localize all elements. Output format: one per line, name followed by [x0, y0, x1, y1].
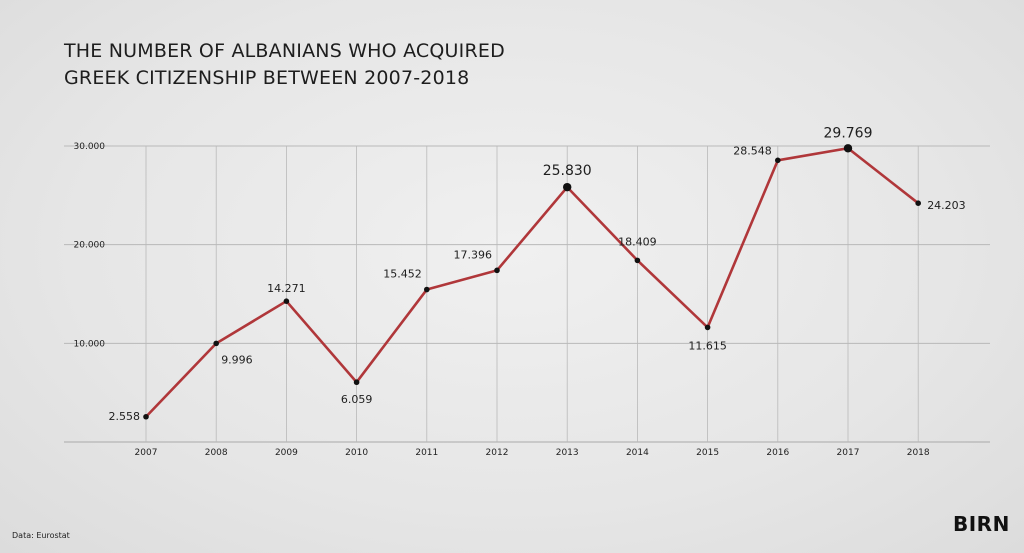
data-label: 2.558 — [109, 410, 141, 423]
x-tick-label: 2015 — [696, 448, 719, 458]
data-label: 28.548 — [733, 144, 772, 157]
data-label: 24.203 — [927, 199, 966, 212]
x-tick-label: 2013 — [556, 448, 579, 458]
data-label: 17.396 — [454, 248, 493, 261]
chart-title-line-1: THE NUMBER OF ALBANIANS WHO ACQUIRED — [64, 40, 505, 62]
data-point — [704, 324, 711, 331]
y-axis-labels: 10.000 20.000 30.000 — [74, 142, 106, 349]
x-tick-label: 2012 — [486, 448, 509, 458]
data-point — [143, 413, 149, 420]
x-tick-label: 2017 — [837, 448, 860, 458]
data-point — [563, 182, 572, 192]
data-point — [283, 298, 290, 304]
y-tick-label: 30.000 — [74, 142, 106, 152]
data-point — [213, 340, 219, 347]
series-line — [145, 146, 920, 418]
data-point — [843, 144, 853, 153]
data-point — [494, 267, 500, 274]
data-point — [915, 200, 921, 206]
x-tick-label: 2009 — [275, 448, 298, 458]
data-label: 14.271 — [267, 282, 306, 295]
data-label: 6.059 — [341, 393, 373, 406]
chart-title: THE NUMBER OF ALBANIANS WHO ACQUIRED GRE… — [64, 38, 505, 92]
grid — [64, 145, 990, 443]
data-point — [424, 286, 430, 293]
y-tick-label: 20.000 — [74, 241, 106, 251]
data-label: 18.409 — [618, 235, 657, 248]
data-point — [634, 257, 641, 264]
x-tick-label: 2007 — [135, 448, 158, 458]
birn-logo: BIRN — [953, 512, 1010, 536]
x-axis-labels: 2007 2008 2009 2010 2011 2012 2013 2014 2015 2016… — [135, 448, 930, 458]
x-tick-label: 2018 — [907, 448, 930, 458]
data-label: 9.996 — [221, 353, 253, 366]
data-labels: 2.558 9.996 14.271 6.059 15.452 17.396 25.830 1… — [109, 125, 966, 422]
x-tick-label: 2014 — [626, 448, 649, 458]
x-tick-label: 2010 — [345, 448, 368, 458]
data-point — [353, 379, 360, 386]
source-note: Data: Eurostat — [12, 531, 70, 540]
chart-title-line-2: GREEK CITIZENSHIP BETWEEN 2007-2018 — [64, 67, 470, 89]
data-label: 15.452 — [383, 268, 422, 281]
data-label: 25.830 — [543, 163, 592, 179]
y-tick-label: 10.000 — [74, 339, 106, 349]
markers — [143, 144, 921, 420]
data-label: 29.769 — [824, 125, 873, 141]
series-line-group — [145, 146, 920, 418]
x-tick-label: 2008 — [205, 448, 228, 458]
x-tick-label: 2011 — [415, 448, 438, 458]
x-tick-label: 2016 — [766, 448, 789, 458]
data-label: 11.615 — [688, 339, 727, 352]
data-point — [775, 157, 781, 164]
